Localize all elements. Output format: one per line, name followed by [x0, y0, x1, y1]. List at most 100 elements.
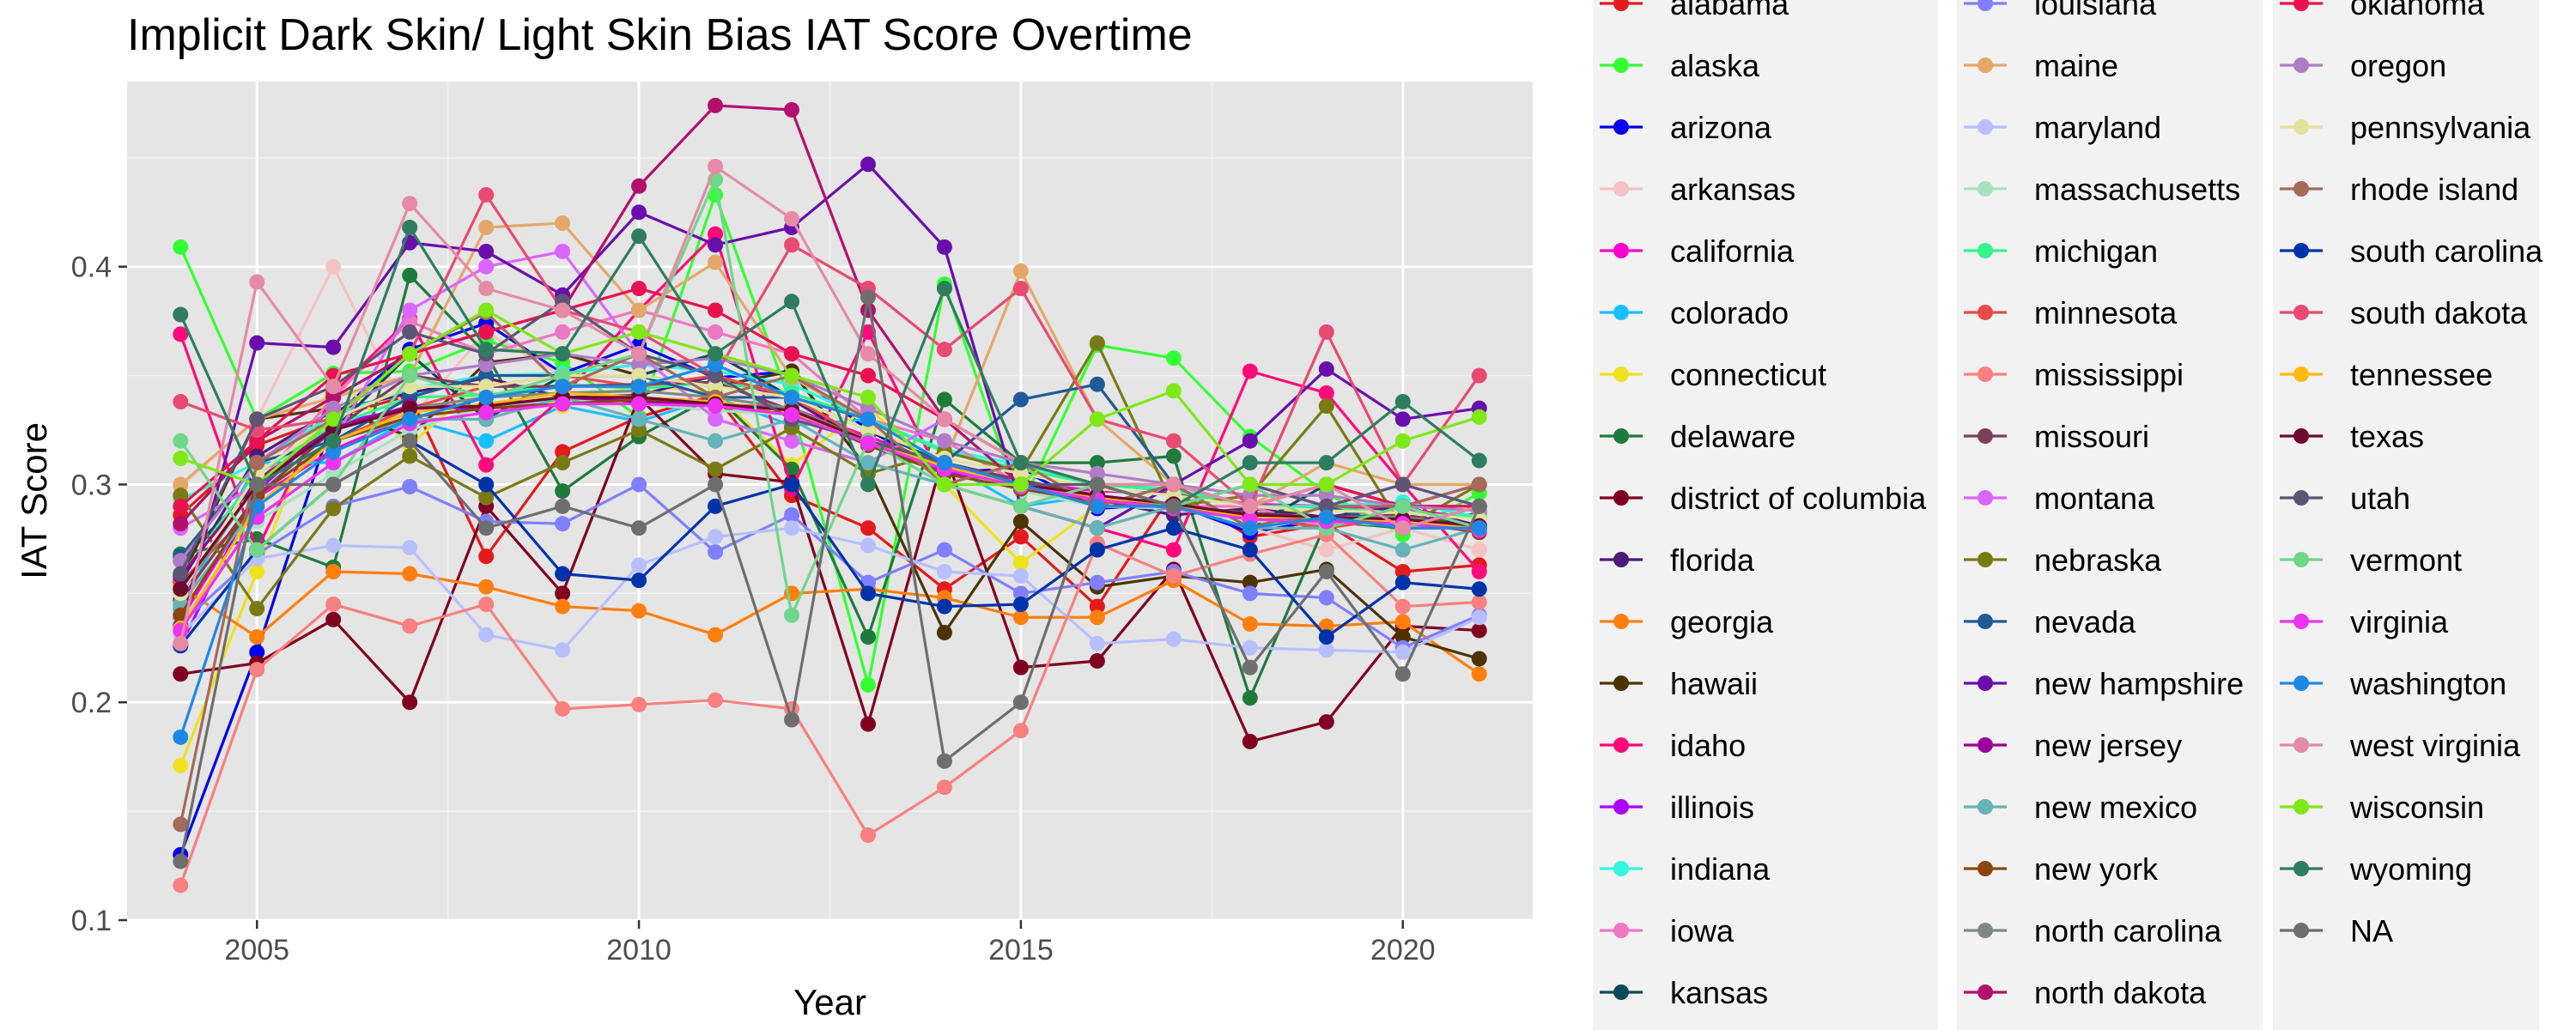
series-line [179, 295, 1481, 862]
data-point [1089, 609, 1105, 626]
legend-key-point [1613, 119, 1629, 135]
data-point [708, 627, 724, 643]
data-point [325, 444, 342, 460]
legend-item: california [1600, 233, 1795, 269]
data-point [1089, 465, 1105, 482]
legend-label: NA [2350, 913, 2393, 948]
data-point [631, 302, 647, 318]
legend-label: north dakota [2034, 975, 2207, 1010]
legend-key-point [1978, 737, 1993, 753]
legend-key-point [1978, 305, 1993, 320]
data-point [1165, 476, 1182, 493]
data-point [173, 566, 189, 582]
series-line [180, 396, 1479, 743]
legend: alabama alaska arizona arkansas california co… [1593, 0, 2543, 1030]
series-line [179, 402, 1479, 632]
data-point [402, 324, 418, 340]
data-point [784, 346, 800, 362]
data-point [1089, 498, 1105, 514]
legend-label: nebraska [2034, 542, 2162, 578]
legend-label: new york [2034, 851, 2159, 887]
legend-label: massachusetts [2034, 172, 2240, 207]
legend-column-bg [1593, 0, 1938, 1030]
data-point [325, 563, 342, 579]
legend-item: arkansas [1600, 172, 1795, 207]
legend-item: texas [2280, 419, 2424, 454]
data-point [1089, 653, 1105, 670]
legend-label: virginia [2350, 604, 2449, 639]
data-point [555, 700, 571, 717]
series-line [179, 363, 1479, 738]
legend-label: maryland [2034, 110, 2161, 145]
data-point [478, 433, 495, 449]
legend-label: michigan [2034, 233, 2158, 269]
legend-key-point [2293, 799, 2309, 815]
legend-item: south carolina [2280, 233, 2543, 269]
legend-item: montana [1964, 481, 2155, 516]
data-point [478, 520, 495, 536]
series-na [173, 289, 1487, 869]
legend-label: colorado [1670, 295, 1789, 330]
legend-item: virginia [2280, 604, 2449, 639]
legend-item: new jersey [1964, 728, 2182, 763]
data-point [1089, 376, 1105, 392]
data-point [1089, 411, 1105, 427]
data-point [325, 597, 342, 613]
series-wyoming [173, 220, 1487, 514]
data-point [631, 476, 647, 493]
legend-item: iowa [1600, 913, 1735, 948]
data-point [860, 629, 876, 645]
legend-key-point [2293, 552, 2309, 567]
legend-item: michigan [1964, 233, 2158, 269]
data-point [1394, 394, 1411, 410]
data-point [708, 411, 724, 427]
legend-label: washington [2349, 666, 2506, 701]
legend-label: idaho [1670, 728, 1746, 763]
legend-key-point [1978, 0, 1993, 11]
chart-title: Implicit Dark Skin/ Light Skin Bias IAT … [127, 10, 1193, 60]
data-point [936, 455, 952, 471]
legend-key-point [2293, 58, 2309, 73]
legend-item: new mexico [1964, 790, 2197, 825]
y-tick-label: 0.1 [71, 905, 112, 937]
legend-key-point [2293, 861, 2309, 876]
series-line [179, 533, 1479, 886]
legend-label: maine [2034, 48, 2118, 83]
legend-label: iowa [1670, 913, 1735, 948]
legend-item: nevada [1964, 604, 2136, 639]
legend-key-point [2293, 676, 2309, 691]
legend-label: missouri [2034, 419, 2149, 454]
data-point [631, 603, 647, 619]
data-point [173, 853, 189, 869]
data-point [860, 585, 876, 602]
legend-item: massachusetts [1964, 172, 2240, 207]
data-point [860, 346, 876, 362]
data-point [325, 400, 342, 416]
data-point [1012, 723, 1029, 739]
data-point [936, 779, 952, 796]
series-line [179, 178, 1480, 617]
data-point [555, 243, 571, 259]
legend-key-point [2293, 923, 2309, 938]
data-point [1012, 455, 1029, 471]
legend-key-point [1613, 799, 1629, 815]
data-point [708, 367, 724, 384]
data-point [1318, 498, 1334, 514]
data-point [402, 618, 418, 634]
legend-key-point [2293, 119, 2309, 135]
data-point [784, 712, 800, 728]
data-point [860, 827, 876, 844]
data-point [1318, 714, 1334, 730]
data-point [860, 367, 876, 384]
legend-key-point [2293, 0, 2309, 11]
data-point [402, 566, 418, 582]
data-point [173, 488, 189, 504]
legend-item: alaska [1600, 48, 1760, 83]
data-point [1089, 476, 1105, 493]
data-point [631, 367, 647, 384]
data-point [708, 302, 724, 318]
data-point [1394, 563, 1411, 579]
data-point [1318, 542, 1334, 558]
data-point [1471, 476, 1487, 493]
